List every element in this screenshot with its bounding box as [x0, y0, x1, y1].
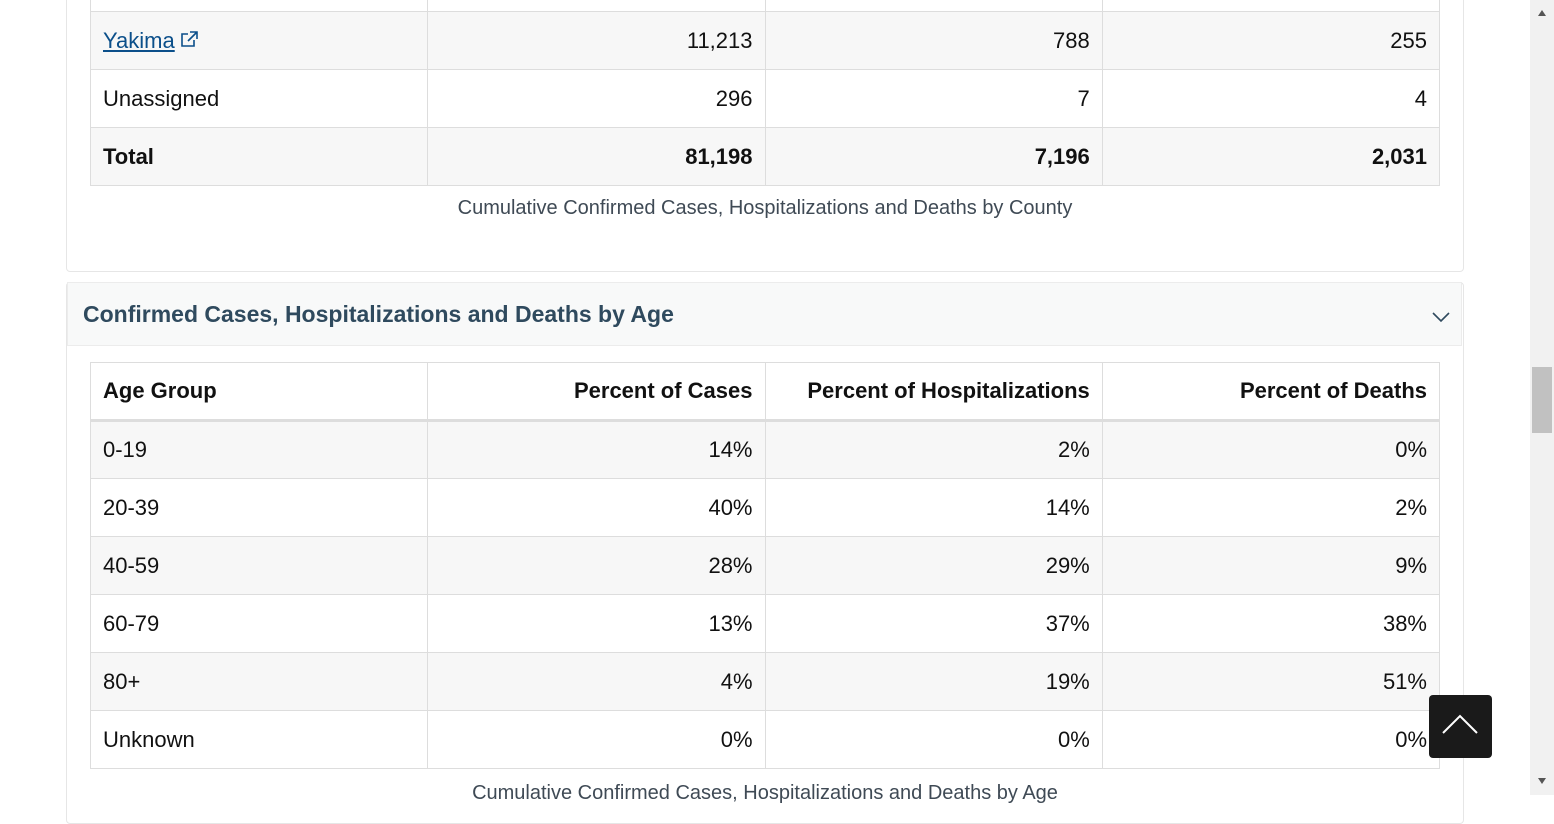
table-cell: 0%: [427, 710, 766, 769]
age-caption: Cumulative Confirmed Cases, Hospitalizat…: [472, 782, 1058, 804]
table-cell: 788: [764, 11, 1103, 70]
table-cell: Yakima: [89, 11, 429, 70]
table-cell: 2%: [1101, 478, 1441, 537]
county-table: Yakima 11,213 788 255 Unassigned 296 7 4 Total 81…: [89, 0, 1441, 186]
table-cell: 4%: [427, 652, 766, 711]
scrollbar[interactable]: [1530, 0, 1554, 795]
table-cell: 60-79: [89, 594, 429, 653]
table-row: 80+ 4% 19% 51%: [89, 652, 1441, 711]
table-row: Unassigned 296 7 4: [89, 69, 1441, 128]
table-cell: [89, 0, 429, 12]
table-cell: 51%: [1101, 652, 1441, 711]
table-cell: [764, 0, 1103, 12]
table-cell: [1101, 0, 1441, 12]
table-cell: 14%: [427, 420, 766, 479]
table-cell: 2%: [764, 420, 1103, 479]
table-cell: 19%: [764, 652, 1103, 711]
table-row: 60-79 13% 37% 38%: [89, 594, 1441, 653]
table-cell: 14%: [764, 478, 1103, 537]
table-cell: Unknown: [89, 710, 429, 769]
table-cell: 2,031: [1101, 127, 1441, 186]
header-row: Age Group Percent of Cases Percent of Hosp…: [89, 362, 1441, 422]
table-cell: 13%: [427, 594, 766, 653]
table-cell: 296: [427, 69, 766, 128]
back-to-top[interactable]: [1429, 695, 1492, 758]
table-cell: 80+: [89, 652, 429, 711]
table-cell: 38%: [1101, 594, 1441, 653]
table-row: Unknown 0% 0% 0%: [89, 710, 1441, 769]
header-cell: Percent of Cases: [427, 362, 766, 422]
table-row: Total 81,198 7,196 2,031: [89, 127, 1441, 186]
table-row: 40-59 28% 29% 9%: [89, 536, 1441, 595]
table-cell: 37%: [764, 594, 1103, 653]
table-cell: Unassigned: [89, 69, 429, 128]
table-cell: 81,198: [427, 127, 766, 186]
county-link[interactable]: Yakima: [103, 27, 175, 53]
age-accordion[interactable]: Confirmed Cases, Hospitalizations and De…: [67, 282, 1462, 346]
header-cell: Age Group: [89, 362, 429, 422]
table-cell: 11,213: [427, 11, 766, 70]
external-link-icon[interactable]: [179, 30, 199, 48]
table-cell: 40%: [427, 478, 766, 537]
table-cell: 0-19: [89, 420, 429, 479]
table-cell: 0%: [1101, 710, 1441, 769]
up-arrow[interactable]: [1429, 695, 1492, 758]
chevron[interactable]: [1431, 311, 1451, 323]
table-row: Yakima 11,213 788 255: [89, 11, 1441, 70]
table-cell: 255: [1101, 11, 1441, 70]
table-cell: 4: [1101, 69, 1441, 128]
header-cell: Percent of Deaths: [1101, 362, 1441, 422]
table-cell: 29%: [764, 536, 1103, 595]
county-caption: Cumulative Confirmed Cases, Hospitalizat…: [457, 197, 1073, 219]
scrollbar-graphic[interactable]: [1530, 0, 1554, 795]
table-cell: Total: [89, 127, 429, 186]
table-cell: 7: [764, 69, 1103, 128]
header-cell: Percent of Hospitalizations: [764, 362, 1103, 422]
accordion-title[interactable]: Confirmed Cases, Hospitalizations and De…: [83, 301, 674, 327]
age-table: Age Group Percent of Cases Percent of Hosp…: [89, 362, 1441, 769]
table-cell: 0%: [764, 710, 1103, 769]
table-row: [89, 0, 1441, 12]
table-cell: 7,196: [764, 127, 1103, 186]
table-row: 0-19 14% 2% 0%: [89, 420, 1441, 479]
table-cell: 9%: [1101, 536, 1441, 595]
table-cell: 40-59: [89, 536, 429, 595]
table-cell: [427, 0, 766, 12]
table-cell: 28%: [427, 536, 766, 595]
table-cell: 0%: [1101, 420, 1441, 479]
table-row: 20-39 40% 14% 2%: [89, 478, 1441, 537]
table-cell: 20-39: [89, 478, 429, 537]
page: Yakima 11,213 788 255 Unassigned 296 7 4 Total 81…: [66, 0, 1554, 824]
